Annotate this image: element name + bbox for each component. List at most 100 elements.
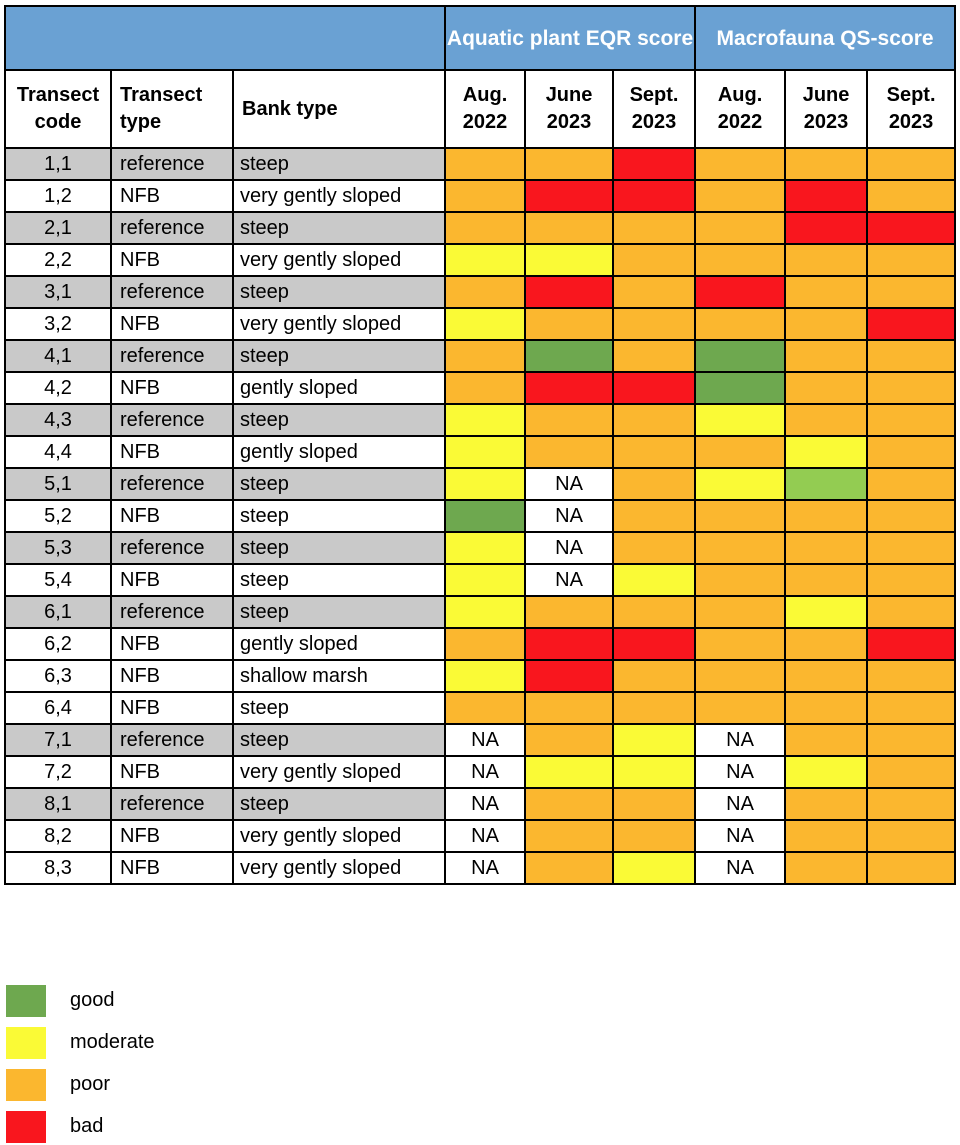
bank-type-cell: very gently sloped bbox=[231, 179, 447, 213]
legend-item-moderate: moderate bbox=[6, 1027, 306, 1061]
table-row: 5,1 reference steep NA bbox=[4, 467, 957, 501]
bank-type-cell: steep bbox=[231, 147, 447, 181]
qs-score-cell bbox=[694, 243, 787, 277]
column-header-row: Transect code Transect type Bank type Au… bbox=[4, 69, 957, 149]
qs-score-cell bbox=[866, 179, 957, 213]
col-header-transect-type: Transect type bbox=[110, 69, 234, 149]
eqr-score-cell bbox=[612, 659, 697, 693]
qs-score-cell bbox=[694, 691, 787, 725]
legend-item-bad: bad bbox=[6, 1111, 306, 1145]
eqr-score-cell bbox=[444, 627, 527, 661]
eqr-score-cell: NA bbox=[524, 499, 615, 533]
eqr-score-cell bbox=[524, 435, 615, 469]
eqr-score-cell bbox=[444, 243, 527, 277]
qs-score-cell bbox=[694, 435, 787, 469]
qs-score-cell bbox=[866, 371, 957, 405]
table-row: 4,1 reference steep bbox=[4, 339, 957, 373]
table-row: 2,1 reference steep bbox=[4, 211, 957, 245]
eqr-score-cell bbox=[524, 627, 615, 661]
transect-type-cell: reference bbox=[110, 147, 234, 181]
transect-type-cell: reference bbox=[110, 787, 234, 821]
table-row: 8,1 reference steep NA NA bbox=[4, 787, 957, 821]
eqr-score-cell bbox=[612, 819, 697, 853]
bank-type-cell: steep bbox=[231, 595, 447, 629]
qs-score-cell bbox=[694, 275, 787, 309]
eqr-score-cell bbox=[524, 307, 615, 341]
qs-score-cell bbox=[784, 339, 869, 373]
transect-type-cell: NFB bbox=[110, 371, 234, 405]
transect-type-cell: NFB bbox=[110, 307, 234, 341]
col-header-eqr-sept-2023: Sept. 2023 bbox=[612, 69, 697, 149]
transect-code-cell: 4,2 bbox=[4, 371, 112, 405]
bank-type-cell: steep bbox=[231, 467, 447, 501]
eqr-score-cell bbox=[612, 531, 697, 565]
eqr-score-cell bbox=[612, 851, 697, 885]
qs-score-cell bbox=[694, 307, 787, 341]
group-header-blank bbox=[3, 5, 447, 71]
bank-type-cell: steep bbox=[231, 403, 447, 437]
eqr-score-cell bbox=[524, 851, 615, 885]
qs-score-cell bbox=[866, 723, 957, 757]
eqr-score-cell bbox=[524, 275, 615, 309]
transect-type-cell: NFB bbox=[110, 179, 234, 213]
transect-code-cell: 6,4 bbox=[4, 691, 112, 725]
qs-score-cell bbox=[866, 627, 957, 661]
eqr-score-cell bbox=[444, 563, 527, 597]
legend-label-good: good bbox=[70, 989, 115, 1011]
table-row: 8,2 NFB very gently sloped NA NA bbox=[4, 819, 957, 853]
transect-code-cell: 8,2 bbox=[4, 819, 112, 853]
qs-score-cell bbox=[694, 403, 787, 437]
qs-score-cell bbox=[784, 435, 869, 469]
eqr-score-cell bbox=[524, 595, 615, 629]
bank-type-cell: very gently sloped bbox=[231, 819, 447, 853]
eqr-score-cell: NA bbox=[524, 563, 615, 597]
eqr-score-cell bbox=[612, 147, 697, 181]
transect-type-cell: reference bbox=[110, 595, 234, 629]
eqr-score-cell bbox=[612, 563, 697, 597]
legend-label-bad: bad bbox=[70, 1115, 104, 1137]
qs-score-cell bbox=[784, 403, 869, 437]
qs-score-cell bbox=[866, 691, 957, 725]
transect-code-cell: 5,3 bbox=[4, 531, 112, 565]
table-body: 1,1 reference steep 1,2 NFB very gently slope… bbox=[4, 147, 957, 885]
qs-score-cell bbox=[784, 723, 869, 757]
eqr-score-cell: NA bbox=[444, 819, 527, 853]
qs-score-cell bbox=[694, 563, 787, 597]
qs-score-cell bbox=[784, 179, 869, 213]
col-header-eqr-aug-2022: Aug. 2022 bbox=[444, 69, 527, 149]
table-row: 6,2 NFB gently sloped bbox=[4, 627, 957, 661]
table-row: 1,1 reference steep bbox=[4, 147, 957, 181]
transect-type-cell: NFB bbox=[110, 563, 234, 597]
table-row: 7,1 reference steep NA NA bbox=[4, 723, 957, 757]
qs-score-cell bbox=[694, 467, 787, 501]
table-row: 3,1 reference steep bbox=[4, 275, 957, 309]
qs-score-cell bbox=[694, 211, 787, 245]
eqr-score-cell bbox=[612, 371, 697, 405]
eqr-score-cell bbox=[444, 531, 527, 565]
eqr-score-cell bbox=[444, 467, 527, 501]
qs-score-cell bbox=[866, 147, 957, 181]
transect-code-cell: 6,3 bbox=[4, 659, 112, 693]
qs-score-cell bbox=[866, 275, 957, 309]
eqr-score-cell bbox=[524, 211, 615, 245]
qs-score-cell bbox=[784, 211, 869, 245]
transect-code-cell: 5,2 bbox=[4, 499, 112, 533]
table-row: 6,4 NFB steep bbox=[4, 691, 957, 725]
eqr-score-cell: NA bbox=[524, 467, 615, 501]
transect-code-cell: 3,1 bbox=[4, 275, 112, 309]
bank-type-cell: steep bbox=[231, 787, 447, 821]
transect-type-cell: NFB bbox=[110, 243, 234, 277]
qs-score-cell: NA bbox=[694, 851, 787, 885]
qs-score-cell bbox=[866, 659, 957, 693]
bank-type-cell: gently sloped bbox=[231, 371, 447, 405]
qs-score-cell bbox=[784, 563, 869, 597]
legend-swatch-bad bbox=[6, 1111, 46, 1143]
eqr-score-cell bbox=[612, 307, 697, 341]
qs-score-cell bbox=[784, 787, 869, 821]
qs-score-cell bbox=[866, 499, 957, 533]
bank-type-cell: very gently sloped bbox=[231, 851, 447, 885]
table-row: 3,2 NFB very gently sloped bbox=[4, 307, 957, 341]
table-row: 6,1 reference steep bbox=[4, 595, 957, 629]
qs-score-cell bbox=[866, 403, 957, 437]
transect-code-cell: 4,4 bbox=[4, 435, 112, 469]
